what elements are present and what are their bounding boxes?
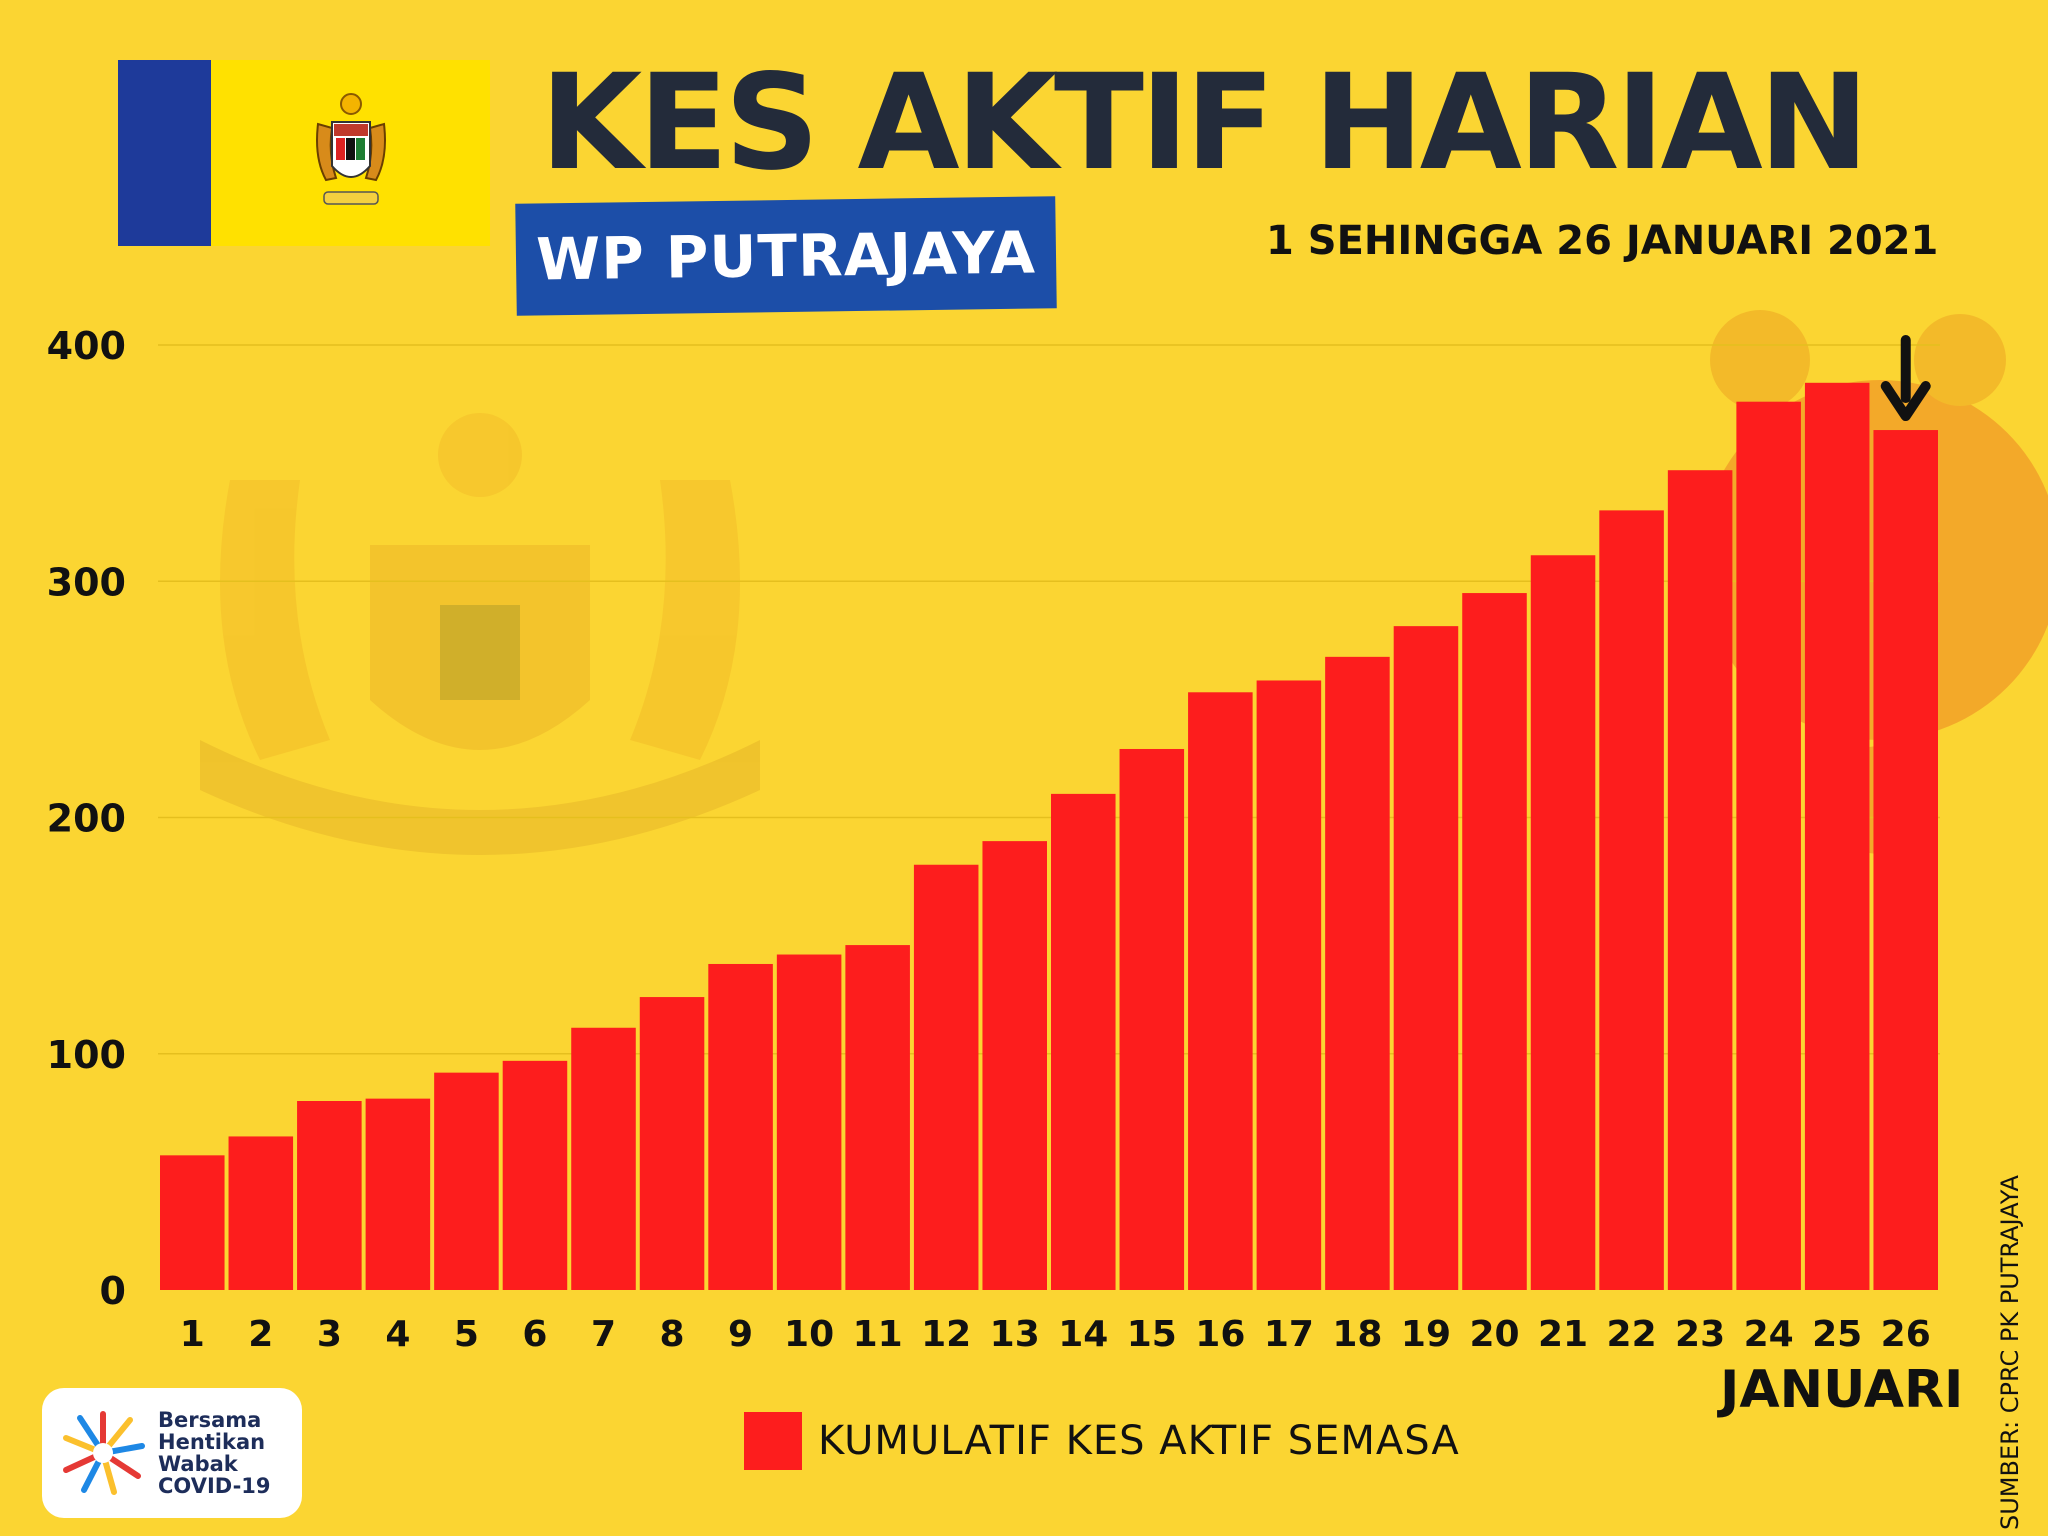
bar	[160, 1155, 225, 1290]
campaign-line: Hentikan	[158, 1430, 266, 1454]
x-tick-labels: 1 2 3 4 5 6 7 8 9 10 11 12 13 14 15 16 17 18 19 20 21 22 23 24 2…	[180, 1314, 1931, 1355]
bar	[502, 1060, 568, 1290]
bar	[639, 997, 705, 1290]
x-tick-label: 9	[728, 1314, 753, 1355]
campaign-card: Bersama Hentikan Wabak COVID-19	[42, 1388, 302, 1518]
bar	[982, 841, 1047, 1290]
x-tick-label: 26	[1881, 1314, 1931, 1355]
bar	[297, 1101, 362, 1290]
x-tick-label: 3	[317, 1314, 342, 1355]
x-tick-label: 20	[1469, 1314, 1519, 1355]
bar	[1393, 626, 1459, 1290]
x-tick-label: 17	[1264, 1314, 1314, 1355]
covid-campaign-logo-icon	[63, 1411, 145, 1495]
campaign-line: Bersama	[158, 1408, 262, 1432]
x-tick-label: 11	[853, 1314, 903, 1355]
bar	[1667, 470, 1733, 1290]
y-tick-label: 200	[47, 797, 126, 841]
bar	[1051, 793, 1116, 1290]
bar-layer	[160, 382, 1938, 1290]
campaign-line: Wabak	[158, 1452, 238, 1476]
y-tick-label: 300	[47, 560, 126, 604]
flag-blue-band	[118, 60, 211, 246]
x-tick-label: 18	[1332, 1314, 1382, 1355]
x-tick-label: 10	[784, 1314, 834, 1355]
x-tick-label: 6	[522, 1314, 547, 1355]
bar	[1119, 748, 1185, 1290]
x-tick-label: 13	[990, 1314, 1040, 1355]
x-tick-label: 19	[1401, 1314, 1451, 1355]
coat-of-arms-icon	[315, 93, 386, 205]
x-tick-label: 22	[1607, 1314, 1657, 1355]
bar	[228, 1136, 294, 1290]
x-tick-label: 8	[660, 1314, 685, 1355]
bar	[1873, 430, 1938, 1290]
annotation-layer	[1880, 335, 1931, 422]
campaign-text: Bersama Hentikan Wabak COVID-19	[158, 1409, 271, 1497]
x-tick-label: 24	[1744, 1314, 1794, 1355]
y-tick-labels: 0 100 200 300 400	[47, 324, 126, 1313]
bar	[1256, 680, 1322, 1290]
bar	[1462, 593, 1527, 1290]
y-tick-label: 400	[47, 324, 126, 368]
x-tick-label: 5	[454, 1314, 479, 1355]
bar	[1530, 555, 1596, 1290]
bar	[1599, 510, 1664, 1290]
bar	[1736, 401, 1801, 1290]
x-tick-label: 25	[1812, 1314, 1862, 1355]
bar	[776, 954, 842, 1290]
bar	[434, 1072, 499, 1290]
campaign-line: COVID-19	[158, 1474, 271, 1498]
x-tick-label: 7	[591, 1314, 616, 1355]
x-tick-label: 12	[921, 1314, 971, 1355]
x-axis-unit-label: JANUARI	[1720, 1360, 1964, 1420]
x-tick-label: 14	[1058, 1314, 1108, 1355]
source-credit: SUMBER: CPRC PK PUTRAJAYA	[1996, 1175, 2024, 1530]
legend-swatch	[744, 1412, 802, 1470]
bar	[1804, 382, 1870, 1290]
x-tick-label: 2	[248, 1314, 273, 1355]
bar	[913, 864, 979, 1290]
bar	[1325, 656, 1390, 1290]
putrajaya-flag-icon	[118, 60, 490, 246]
y-tick-label: 0	[100, 1269, 126, 1313]
x-tick-label: 23	[1675, 1314, 1725, 1355]
flag-yellow-band	[211, 60, 490, 246]
y-tick-label: 100	[47, 1033, 126, 1077]
bar	[845, 945, 910, 1290]
x-tick-label: 21	[1538, 1314, 1588, 1355]
bar	[571, 1027, 636, 1290]
legend-label: KUMULATIF KES AKTIF SEMASA	[818, 1418, 1460, 1464]
date-range: 1 SEHINGGA 26 JANUARI 2021	[1266, 218, 1939, 264]
x-tick-label: 1	[180, 1314, 205, 1355]
x-tick-label: 16	[1195, 1314, 1245, 1355]
bar	[1188, 692, 1253, 1290]
x-tick-label: 4	[385, 1314, 410, 1355]
bar	[708, 963, 773, 1290]
page-title: KES AKTIF HARIAN	[540, 46, 1869, 200]
down-arrow-icon	[1880, 335, 1931, 422]
coat-of-arms-watermark-icon	[200, 413, 760, 855]
x-tick-label: 15	[1127, 1314, 1177, 1355]
bar	[365, 1098, 431, 1290]
